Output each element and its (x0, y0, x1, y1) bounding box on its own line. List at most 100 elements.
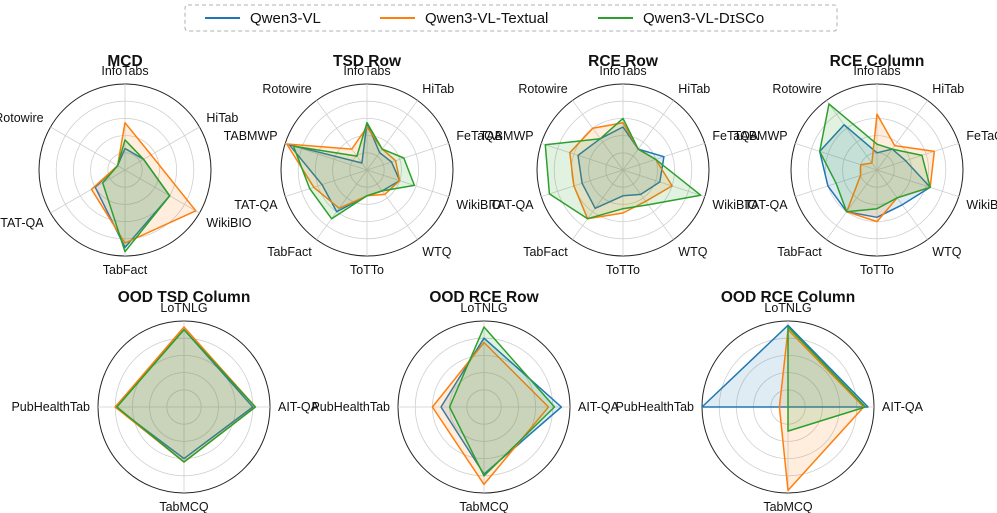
series-qwen3-vl-textual (845, 113, 936, 223)
grid-spoke (826, 169, 878, 240)
axis-label-tabmcq: TabMCQ (459, 500, 509, 513)
grid-spoke (366, 169, 449, 197)
series-qwen3-vl-disco (448, 326, 556, 477)
series-qwen3-vl (440, 337, 563, 475)
axis-label-wikibio: WikiBIO (456, 198, 501, 212)
axis-label-infotabs: InfoTabs (599, 64, 646, 78)
grid-spoke (876, 169, 959, 197)
axis-label-tat-qa: TAT-QA (490, 198, 534, 212)
grid-spoke (541, 143, 624, 171)
grid-spoke (50, 169, 126, 214)
grid-spoke (826, 100, 878, 171)
series-qwen3-vl-disco (101, 139, 171, 253)
axis-label-pubhealthtab: PubHealthTab (311, 400, 390, 414)
axis-label-totto: ToTTo (606, 263, 640, 277)
series-qwen3-vl-disco (292, 121, 416, 220)
axis-label-infotabs: InfoTabs (853, 64, 900, 78)
axis-label-fetaqa: FeTaQA (712, 129, 759, 143)
chart-title: OOD RCE Column (721, 289, 855, 306)
grid-spoke (795, 143, 878, 171)
grid-spoke (316, 169, 368, 240)
axis-label-rotowire: Rotowire (262, 82, 311, 96)
series-qwen3-vl (577, 126, 665, 210)
axis-label-tabmwp: TABMWP (224, 129, 278, 143)
grid-spoke (622, 100, 674, 171)
axis-label-tabmcq: TabMCQ (763, 500, 813, 513)
axis-label-tabfact: TabFact (103, 263, 148, 277)
axis-label-ait-qa: AIT-QA (578, 400, 620, 414)
axis-label-hitab: HiTab (206, 111, 238, 125)
axis-label-pubhealthtab: PubHealthTab (615, 400, 694, 414)
chart-title: OOD TSD Column (118, 289, 251, 306)
axis-label-ait-qa: AIT-QA (278, 400, 320, 414)
axis-label-tat-qa: TAT-QA (0, 216, 44, 230)
grid-spoke (124, 126, 200, 171)
series-qwen3-vl-disco (818, 103, 931, 213)
axis-label-lotnlg: LoTNLG (460, 301, 507, 315)
grid-spoke (366, 143, 449, 171)
axis-label-infotabs: InfoTabs (343, 64, 390, 78)
grid-spoke (622, 169, 705, 197)
axis-label-tabmwp: TABMWP (734, 129, 788, 143)
series-qwen3-vl (818, 124, 931, 219)
legend-label-qwen3-vl-disco: Qwen3-VL-DɪSCᴏ (643, 10, 764, 27)
axis-label-infotabs: InfoTabs (101, 64, 148, 78)
grid-spoke (572, 100, 624, 171)
series-qwen3-vl-textual (778, 328, 865, 492)
axis-label-tabmwp: TABMWP (480, 129, 534, 143)
axis-label-rotowire: Rotowire (772, 82, 821, 96)
axis-label-hitab: HiTab (932, 82, 964, 96)
grid-spoke (316, 100, 368, 171)
axis-label-tat-qa: TAT-QA (234, 198, 278, 212)
chart-title: RCE Row (588, 53, 659, 70)
axis-label-wikibio: WikiBIO (966, 198, 997, 212)
grid-spoke (366, 100, 418, 171)
axis-label-hitab: HiTab (422, 82, 454, 96)
axis-label-ait-qa: AIT-QA (882, 400, 924, 414)
axis-label-fetaqa: FeTaQA (966, 129, 997, 143)
axis-label-wtq: WTQ (932, 245, 961, 259)
series-qwen3-vl-disco (544, 117, 702, 220)
axis-label-totto: ToTTo (350, 263, 384, 277)
axis-label-tat-qa: TAT-QA (744, 198, 788, 212)
axis-label-totto: ToTTo (860, 263, 894, 277)
grid-spoke (366, 169, 418, 240)
axis-label-tabfact: TabFact (777, 245, 822, 259)
axis-label-wtq: WTQ (678, 245, 707, 259)
grid-spoke (285, 169, 368, 197)
grid-spoke (50, 126, 126, 171)
chart-title: MCD (107, 53, 142, 70)
axis-label-tabfact: TabFact (523, 245, 568, 259)
series-qwen3-vl-disco (116, 328, 257, 463)
grid-spoke (876, 100, 928, 171)
legend-label-qwen3-vl: Qwen3-VL (250, 10, 321, 27)
axis-label-wtq: WTQ (422, 245, 451, 259)
axis-label-tabfact: TabFact (267, 245, 312, 259)
grid-spoke (572, 169, 624, 240)
axis-label-wikibio: WikiBIO (712, 198, 757, 212)
grid-spoke (124, 169, 200, 214)
grid-spoke (876, 143, 959, 171)
axis-label-pubhealthtab: PubHealthTab (11, 400, 90, 414)
axis-label-lotnlg: LoTNLG (160, 301, 207, 315)
axis-label-tabmcq: TabMCQ (159, 500, 209, 513)
legend-label-qwen3-vl-textual: Qwen3-VL-Textual (425, 10, 548, 27)
axis-label-fetaqa: FeTaQA (456, 129, 503, 143)
axis-label-lotnlg: LoTNLG (764, 301, 811, 315)
chart-title: RCE Column (830, 53, 925, 70)
chart-title: OOD RCE Row (429, 289, 539, 306)
legend-frame (184, 4, 838, 32)
axis-label-hitab: HiTab (678, 82, 710, 96)
axis-label-rotowire: Rotowire (0, 111, 44, 125)
axis-label-wikibio: WikiBIO (206, 216, 251, 230)
legend: Qwen3-VL Qwen3-VL-Textual Qwen3-VL-DɪSCᴏ (184, 4, 838, 32)
axis-label-rotowire: Rotowire (518, 82, 567, 96)
